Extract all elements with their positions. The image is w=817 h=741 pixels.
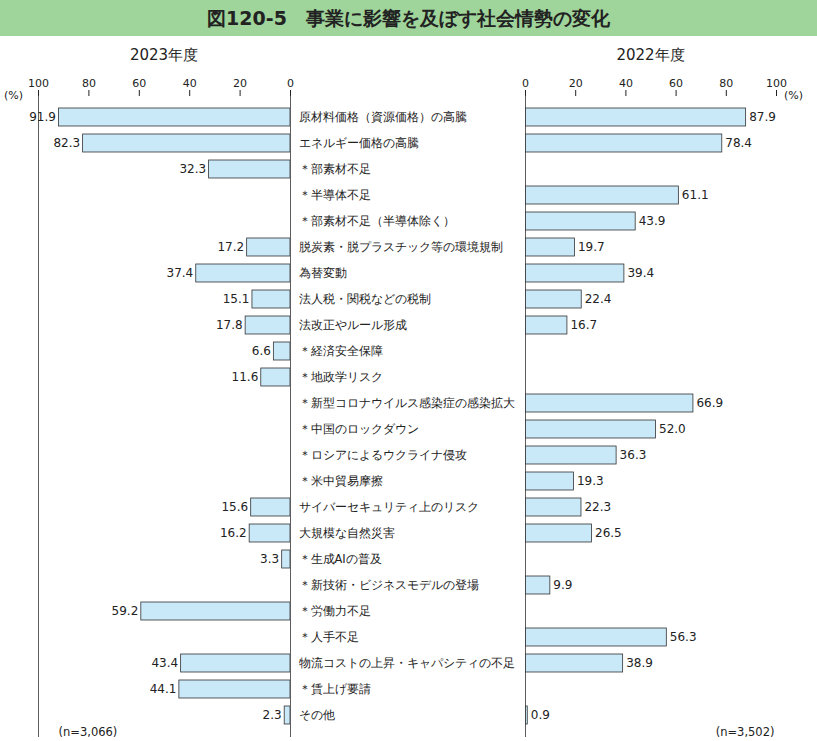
svg-text:3.3: 3.3	[260, 552, 279, 566]
svg-text:＊賃上げ要請: ＊賃上げ要請	[299, 682, 371, 696]
svg-text:17.2: 17.2	[217, 240, 244, 254]
svg-text:43.4: 43.4	[151, 656, 178, 670]
svg-text:20: 20	[233, 77, 247, 90]
svg-text:大規模な自然災害: 大規模な自然災害	[299, 526, 395, 540]
svg-text:16.2: 16.2	[220, 526, 247, 540]
svg-text:0: 0	[522, 77, 529, 90]
svg-text:32.3: 32.3	[179, 162, 206, 176]
svg-text:22.3: 22.3	[584, 500, 611, 514]
svg-text:60: 60	[132, 77, 146, 90]
svg-text:＊部素材不足: ＊部素材不足	[299, 162, 371, 176]
svg-text:19.3: 19.3	[577, 474, 604, 488]
svg-text:為替変動: 為替変動	[299, 266, 347, 280]
svg-text:80: 80	[82, 77, 96, 90]
svg-text:0.9: 0.9	[531, 708, 550, 722]
svg-text:56.3: 56.3	[670, 630, 697, 644]
svg-text:＊新型コロナウイルス感染症の感染拡大: ＊新型コロナウイルス感染症の感染拡大	[299, 396, 515, 410]
svg-text:61.1: 61.1	[682, 188, 709, 202]
svg-text:60: 60	[669, 77, 683, 90]
svg-text:40: 40	[183, 77, 197, 90]
svg-text:脱炭素・脱プラスチック等の環境規制: 脱炭素・脱プラスチック等の環境規制	[299, 240, 503, 254]
svg-text:91.9: 91.9	[29, 110, 56, 124]
svg-text:37.4: 37.4	[167, 266, 194, 280]
svg-text:52.0: 52.0	[659, 422, 686, 436]
svg-text:＊米中貿易摩擦: ＊米中貿易摩擦	[299, 474, 383, 488]
svg-text:39.4: 39.4	[627, 266, 654, 280]
svg-text:78.4: 78.4	[725, 136, 752, 150]
svg-text:0: 0	[287, 77, 294, 90]
svg-text:物流コストの上昇・キャパシティの不足: 物流コストの上昇・キャパシティの不足	[299, 656, 515, 670]
svg-text:(n=3,502): (n=3,502)	[716, 725, 775, 739]
svg-text:16.7: 16.7	[570, 318, 597, 332]
svg-text:44.1: 44.1	[150, 682, 177, 696]
svg-text:43.9: 43.9	[639, 214, 666, 228]
svg-text:38.9: 38.9	[626, 656, 653, 670]
svg-text:36.3: 36.3	[620, 448, 647, 462]
html-text:2022年度: 2022年度	[616, 46, 685, 64]
svg-text:6.6: 6.6	[252, 344, 271, 358]
svg-text:＊人手不足: ＊人手不足	[299, 630, 359, 644]
svg-text:40: 40	[619, 77, 633, 90]
svg-text:＊半導体不足: ＊半導体不足	[299, 188, 371, 202]
svg-text:法改正やルール形成: 法改正やルール形成	[299, 318, 407, 332]
svg-text:22.4: 22.4	[585, 292, 612, 306]
svg-text:(n=3,066): (n=3,066)	[59, 725, 118, 739]
svg-text:＊地政学リスク: ＊地政学リスク	[299, 370, 383, 384]
svg-text:15.1: 15.1	[223, 292, 250, 306]
svg-text:法人税・関税などの税制: 法人税・関税などの税制	[299, 292, 431, 306]
svg-text:原材料価格（資源価格）の高騰: 原材料価格（資源価格）の高騰	[299, 110, 467, 124]
svg-text:100: 100	[28, 77, 49, 90]
svg-text:＊生成AIの普及: ＊生成AIの普及	[299, 552, 382, 566]
svg-text:17.8: 17.8	[216, 318, 243, 332]
svg-text:＊中国のロックダウン: ＊中国のロックダウン	[299, 422, 419, 436]
svg-text:100: 100	[766, 77, 787, 90]
svg-text:＊部素材不足（半導体除く）: ＊部素材不足（半導体除く）	[299, 214, 455, 228]
svg-text:15.6: 15.6	[221, 500, 248, 514]
svg-text:＊労働力不足: ＊労働力不足	[299, 604, 371, 618]
svg-text:エネルギー価格の高騰: エネルギー価格の高騰	[299, 136, 419, 150]
svg-text:20: 20	[569, 77, 583, 90]
html-text:2023年度: 2023年度	[129, 46, 199, 64]
svg-text:＊新技術・ビジネスモデルの登場: ＊新技術・ビジネスモデルの登場	[299, 578, 479, 592]
svg-text:＊ロシアによるウクライナ侵攻: ＊ロシアによるウクライナ侵攻	[299, 448, 467, 462]
svg-text:19.7: 19.7	[578, 240, 605, 254]
svg-text:26.5: 26.5	[595, 526, 622, 540]
svg-text:59.2: 59.2	[112, 604, 139, 618]
svg-text:82.3: 82.3	[53, 136, 80, 150]
svg-text:サイバーセキュリティ上のリスク: サイバーセキュリティ上のリスク	[299, 500, 479, 514]
svg-text:2.3: 2.3	[263, 708, 282, 722]
svg-text:9.9: 9.9	[553, 578, 572, 592]
svg-text:11.6: 11.6	[232, 370, 259, 384]
svg-text:その他: その他	[299, 708, 335, 722]
svg-text:80: 80	[719, 77, 733, 90]
svg-text:87.9: 87.9	[749, 110, 776, 124]
svg-text:＊経済安全保障: ＊経済安全保障	[299, 344, 383, 358]
svg-text:66.9: 66.9	[696, 396, 723, 410]
html-text:図120-5 事業に影響を及ぼす社会情勢の変化: 図120-5 事業に影響を及ぼす社会情勢の変化	[207, 7, 610, 29]
